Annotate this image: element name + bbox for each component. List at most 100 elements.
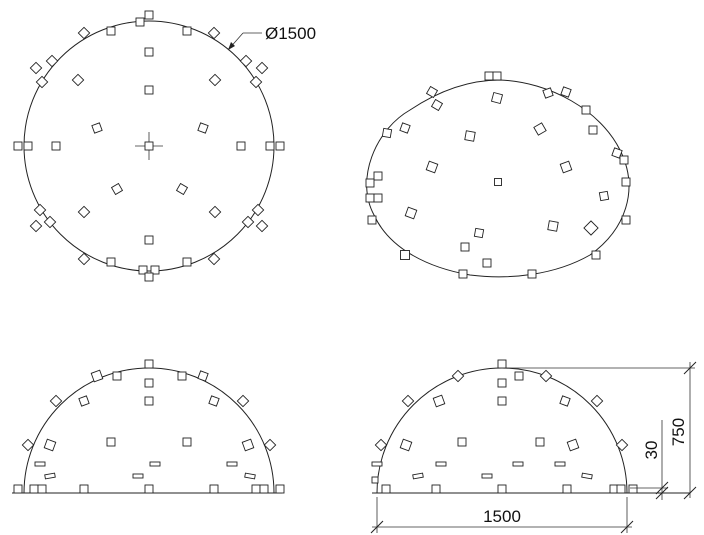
stone-block: [144, 378, 154, 388]
stone-block: [45, 54, 59, 68]
stone-block: [560, 86, 572, 98]
stone-block: [34, 461, 46, 467]
stone-block: [265, 141, 275, 151]
stone-block: [207, 252, 221, 266]
stone-block: [207, 26, 221, 40]
stone-block: [33, 203, 47, 217]
stone-block: [236, 394, 250, 408]
stone-block: [144, 10, 154, 20]
stone-block: [43, 215, 57, 229]
stone-block: [106, 257, 116, 267]
stone-block: [621, 177, 631, 187]
stone-block: [209, 484, 219, 494]
stone-block: [542, 87, 554, 99]
offset-dimension: [630, 420, 669, 500]
stone-block: [208, 73, 222, 87]
stone-block: [150, 265, 160, 275]
stone-block: [182, 26, 192, 36]
stone-block: [144, 272, 154, 282]
stone-block: [77, 26, 91, 40]
stone-block: [484, 71, 494, 81]
center-mark: [135, 132, 163, 160]
stone-block: [77, 205, 91, 219]
stone-block: [241, 438, 255, 452]
height-label: 750: [669, 418, 688, 446]
stone-block: [547, 220, 559, 232]
top-view: Ø1500: [13, 10, 316, 282]
stone-block: [49, 394, 63, 408]
stone-block: [559, 395, 571, 407]
stone-block: [464, 130, 476, 142]
stone-block: [182, 257, 192, 267]
stone-block: [435, 461, 447, 467]
stone-block: [106, 437, 116, 447]
stone-block: [182, 437, 192, 447]
stone-block: [77, 252, 91, 266]
stone-block: [226, 461, 238, 467]
stone-block: [460, 242, 470, 252]
stone-block: [581, 105, 591, 115]
stone-block: [432, 394, 446, 408]
stone-block: [13, 484, 23, 494]
stone-block: [430, 98, 444, 112]
diameter-label: Ø1500: [265, 24, 316, 43]
stone-block: [494, 178, 502, 186]
stone-block: [135, 17, 145, 27]
front-elevation-view: [12, 359, 285, 494]
stone-block: [365, 178, 375, 188]
stone-block: [197, 370, 209, 382]
stone-block: [43, 438, 57, 452]
stone-block: [535, 437, 545, 447]
stone-block: [236, 141, 246, 151]
stone-block: [425, 160, 439, 174]
stone-block: [275, 141, 285, 151]
stone-block: [255, 219, 269, 233]
stone-block: [628, 484, 638, 494]
stone-block: [399, 122, 411, 134]
stone-block: [144, 484, 154, 494]
stone-block: [144, 85, 154, 95]
stone-block: [497, 396, 507, 406]
stone-block: [616, 484, 626, 494]
stone-block: [110, 182, 124, 196]
stone-block: [425, 85, 439, 99]
stone-block: [381, 484, 391, 494]
stone-block: [554, 461, 566, 467]
stone-block: [144, 396, 154, 406]
stone-block: [177, 371, 187, 381]
diameter-leader: [227, 32, 262, 51]
stone-block: [144, 359, 154, 369]
stone-block: [144, 47, 154, 57]
stone-block: [539, 369, 553, 383]
stone-block: [373, 171, 383, 181]
stone-block: [497, 378, 507, 388]
stone-block: [29, 219, 43, 233]
stone-block: [44, 472, 56, 480]
stone-block: [374, 438, 388, 452]
stone-block: [598, 190, 610, 202]
stone-block: [79, 484, 89, 494]
stone-block: [367, 215, 377, 225]
offset-label: 30: [642, 441, 661, 460]
stone-block: [29, 61, 43, 75]
stone-block: [533, 122, 547, 136]
stone-block: [208, 205, 222, 219]
stone-block: [149, 461, 161, 467]
height-dimension: [505, 361, 697, 500]
stone-block: [132, 473, 144, 479]
stone-block: [615, 438, 629, 452]
stone-block: [373, 193, 383, 203]
stone-block: [371, 476, 379, 484]
stone-block: [457, 437, 467, 447]
stone-block: [619, 155, 629, 165]
stone-block: [208, 395, 220, 407]
stone-block: [497, 359, 507, 369]
stone-block: [106, 26, 116, 36]
stone-block: [481, 473, 493, 479]
top-view-blocks: [13, 10, 285, 282]
stone-block: [400, 250, 410, 260]
stone-block: [404, 206, 418, 220]
stone-block: [381, 127, 393, 139]
stone-block: [514, 371, 524, 381]
stone-block: [197, 122, 209, 134]
